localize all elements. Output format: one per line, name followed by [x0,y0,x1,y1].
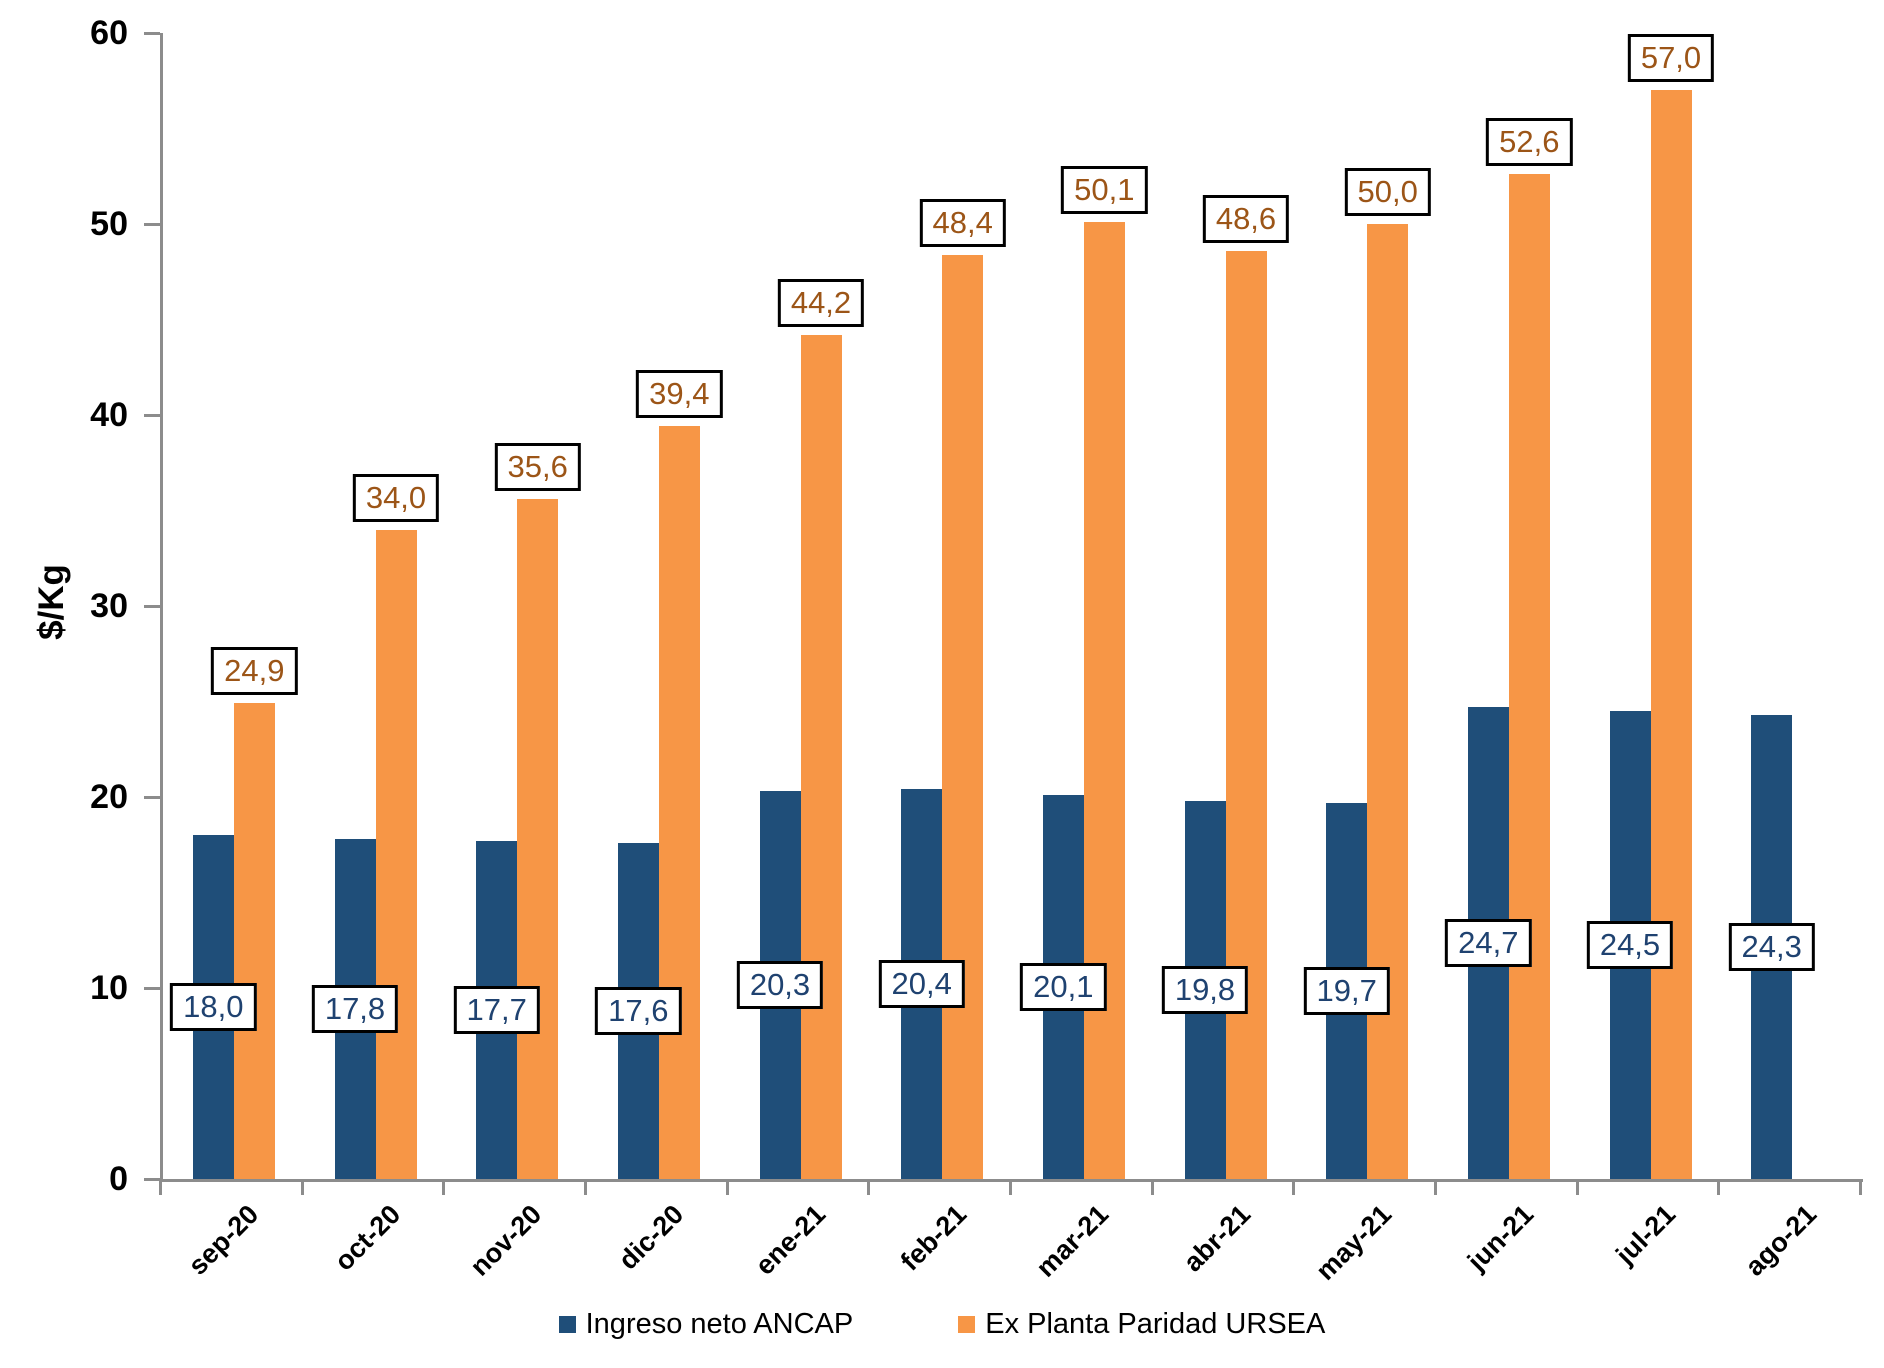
x-axis-tick-mark [1434,1179,1437,1195]
y-axis-tick-mark [144,1178,160,1181]
y-axis-tick-label: 50 [90,205,128,243]
y-axis-tick-mark [144,987,160,990]
legend-label-ursea: Ex Planta Paridad URSEA [985,1308,1326,1340]
x-axis-tick-mark [1150,1179,1154,1195]
value-label-ancap-oct-20: 17,8 [311,985,399,1033]
bar-ursea-mar-21 [1083,222,1125,1179]
bar-ursea-ene-21 [800,334,842,1179]
x-axis-tick-mark [584,1179,587,1195]
value-label-ancap-jun-21: 24,7 [1445,919,1532,968]
y-axis-tick-mark [144,223,160,226]
legend-item-ancap: Ingreso neto ANCAP [558,1308,854,1341]
x-axis-tick-mark [867,1179,871,1195]
x-axis-tick-mark [1575,1179,1579,1195]
value-label-ancap-dic-20: 17,6 [595,986,682,1035]
value-label-ursea-jul-21: 57,0 [1627,34,1715,83]
x-axis-tick-mark [1717,1179,1721,1195]
x-axis-tick-mark [159,1179,162,1195]
value-label-ursea-sep-20: 24,9 [211,647,298,696]
bar-ursea-dic-20 [658,426,700,1179]
y-axis-tick-label: 30 [90,587,128,625]
value-label-ursea-dic-20: 39,4 [636,370,723,419]
value-label-ancap-sep-20: 18,0 [170,983,257,1032]
value-label-ursea-nov-20: 35,6 [494,443,581,492]
x-axis-tick-mark [725,1179,729,1195]
y-axis-tick-label: 10 [90,969,128,1007]
value-label-ancap-mar-21: 20,1 [1020,963,1107,1012]
value-label-ursea-mar-21: 50,1 [1061,166,1148,215]
value-label-ancap-ene-21: 20,3 [736,961,824,1010]
y-axis-tick-label: 20 [90,778,128,816]
legend-item-ursea: Ex Planta Paridad URSEA [958,1308,1325,1341]
legend: Ingreso neto ANCAP Ex Planta Paridad URSE… [0,1308,1884,1341]
y-axis-tick-mark [144,605,160,608]
legend-swatch-ursea [958,1316,976,1333]
x-axis-tick-mark [1859,1179,1862,1195]
plot-area: 18,0 24,9 17,8 34,0 17,7 35,6 17,6 39,4 20,3 44,2… [160,33,1863,1182]
y-axis-tick-label: 0 [109,1160,128,1198]
x-axis-tick-mark [300,1179,304,1195]
y-axis-tick-mark [144,796,160,799]
x-axis-tick-mark [442,1179,446,1195]
y-axis-tick-mark [144,414,160,417]
legend-swatch-ancap [558,1316,576,1333]
value-label-ursea-abr-21: 48,6 [1202,194,1290,243]
bar-ursea-nov-20 [517,499,559,1179]
bar-ursea-may-21 [1367,224,1409,1179]
bar-ursea-jun-21 [1508,174,1550,1179]
value-label-ancap-nov-20: 17,7 [453,985,540,1034]
x-axis-label-sep-20: sep-20 [182,1199,265,1281]
value-label-ursea-ene-21: 44,2 [777,278,865,327]
value-label-ancap-abr-21: 19,8 [1161,965,1249,1014]
x-axis-tick-mark [1009,1179,1012,1195]
bar-ursea-feb-21 [942,254,984,1179]
bar-ursea-abr-21 [1225,250,1267,1179]
value-label-ursea-jun-21: 52,6 [1486,118,1573,167]
value-label-ancap-jul-21: 24,5 [1586,921,1674,970]
legend-label-ancap: Ingreso neto ANCAP [585,1308,854,1340]
y-axis-tick-mark [144,32,160,35]
bar-ursea-sep-20 [233,703,275,1179]
y-axis-tick-label: 40 [90,396,128,434]
x-axis-tick-mark [1292,1179,1296,1195]
value-label-ancap-ago-21: 24,3 [1728,922,1815,971]
value-label-ancap-feb-21: 20,4 [878,960,965,1009]
value-label-ancap-may-21: 19,7 [1303,966,1390,1015]
y-axis-tick-label: 60 [90,14,128,52]
bar-ursea-oct-20 [375,529,417,1179]
bar-ursea-jul-21 [1650,90,1692,1179]
value-label-ursea-may-21: 50,0 [1344,168,1431,216]
value-label-ursea-oct-20: 34,0 [352,473,440,522]
value-label-ursea-feb-21: 48,4 [919,198,1006,247]
